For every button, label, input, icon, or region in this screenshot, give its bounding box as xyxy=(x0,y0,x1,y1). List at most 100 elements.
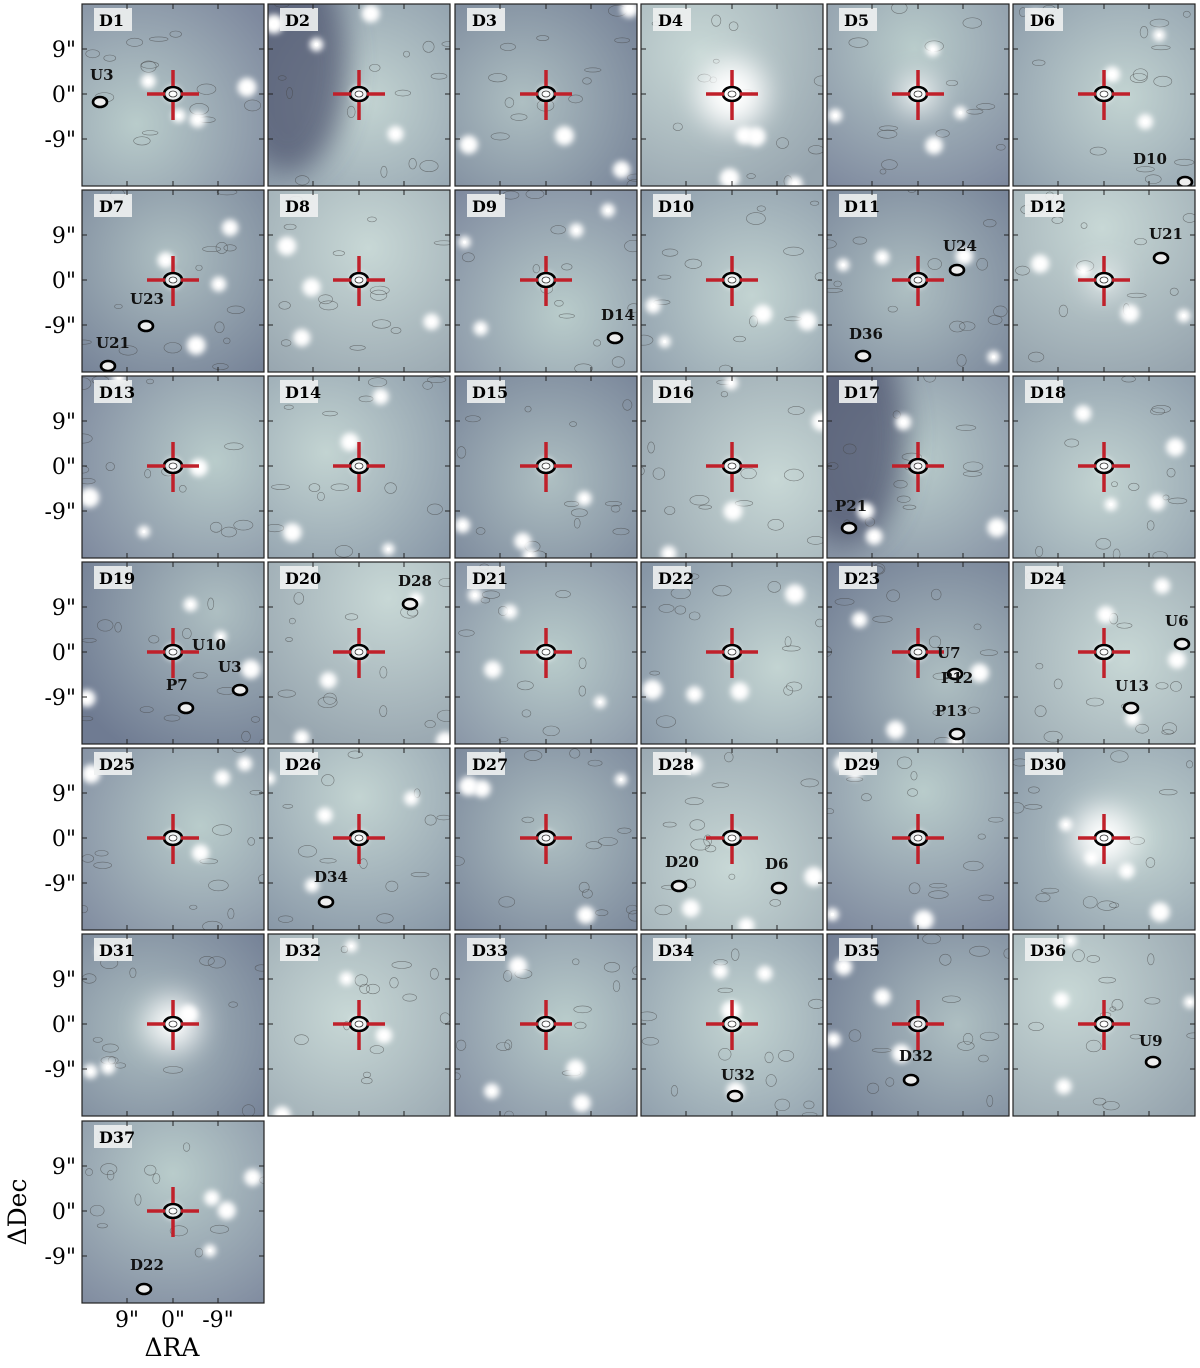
panel: D27 xyxy=(454,747,638,931)
star xyxy=(142,530,146,534)
source-annotation: U21 xyxy=(96,334,130,352)
star xyxy=(898,1050,905,1057)
companion-contour xyxy=(91,95,109,109)
source-contour-inner xyxy=(168,90,178,98)
noise-contour xyxy=(712,585,732,597)
panel-label: D30 xyxy=(1030,755,1066,774)
noise-contour xyxy=(1080,222,1088,229)
noise-contour xyxy=(96,1223,108,1229)
label-box xyxy=(467,8,505,31)
noise-contour xyxy=(282,803,294,809)
panel-frame xyxy=(640,747,824,931)
noise-contour xyxy=(293,592,305,605)
companion-contour xyxy=(1144,1055,1162,1069)
noise-contour xyxy=(929,883,948,889)
label-box xyxy=(94,1125,132,1148)
panel-image xyxy=(82,562,264,744)
source-glow xyxy=(538,830,554,846)
noise-contour xyxy=(1085,1039,1102,1053)
noise-contour xyxy=(728,21,739,31)
star xyxy=(582,496,587,501)
source-annotation: U7 xyxy=(937,644,961,662)
panel-label: D5 xyxy=(844,11,869,30)
label-box xyxy=(467,938,505,961)
noise-contour xyxy=(774,1098,791,1111)
source-glow xyxy=(724,86,740,102)
star xyxy=(463,240,467,244)
noise-contour xyxy=(288,617,296,625)
noise-contour xyxy=(886,589,900,602)
panel-frame xyxy=(81,933,265,1117)
source-glow xyxy=(910,830,926,846)
noise-contour xyxy=(717,987,734,993)
noise-contour xyxy=(603,962,621,973)
noise-contour xyxy=(767,581,781,593)
noise-contour xyxy=(1135,723,1149,734)
noise-contour xyxy=(962,1033,974,1045)
star xyxy=(146,78,151,84)
star xyxy=(1154,499,1160,505)
noise-contour xyxy=(1116,622,1133,629)
noise-contour xyxy=(202,920,223,930)
noise-contour xyxy=(574,1021,587,1030)
noise-contour xyxy=(365,983,380,995)
noise-contour xyxy=(1092,1097,1107,1106)
noise-contour xyxy=(1112,548,1121,558)
panel-label: D2 xyxy=(285,11,310,30)
noise-contour xyxy=(141,130,159,136)
noise-contour xyxy=(814,272,823,282)
star xyxy=(976,669,983,677)
star xyxy=(507,609,513,614)
star xyxy=(489,1088,495,1094)
label-box xyxy=(94,8,132,31)
panel: D22 D37 xyxy=(81,1120,265,1304)
noise-contour xyxy=(973,623,982,631)
star-glow xyxy=(268,772,276,785)
star xyxy=(299,735,305,741)
noise-contour xyxy=(711,14,722,27)
noise-contour xyxy=(584,67,602,73)
noise-contour xyxy=(308,483,321,493)
panel: D13 xyxy=(81,375,265,559)
noise-contour xyxy=(614,37,630,44)
label-box xyxy=(94,194,132,217)
source-contour-inner xyxy=(727,276,737,284)
noise-contour xyxy=(133,136,151,146)
noise-contour xyxy=(427,503,443,515)
panel-image xyxy=(82,4,264,186)
noise-contour xyxy=(558,313,575,319)
noise-contour xyxy=(100,1163,118,1176)
noise-contour xyxy=(1129,73,1148,83)
source-contour-inner xyxy=(727,648,737,656)
noise-contour xyxy=(1111,999,1124,1011)
noise-contour xyxy=(569,421,578,427)
source-annotation: U3 xyxy=(218,658,242,676)
noise-contour xyxy=(979,649,998,656)
noise-contour xyxy=(516,680,534,691)
noise-contour xyxy=(1166,467,1176,478)
noise-contour xyxy=(1147,953,1155,966)
noise-contour xyxy=(578,657,587,669)
noise-contour xyxy=(896,495,911,503)
source-glow xyxy=(910,272,926,288)
noise-contour xyxy=(827,288,843,293)
star xyxy=(741,132,748,139)
noise-contour xyxy=(322,410,338,417)
noise-contour xyxy=(658,604,675,613)
panel-frame xyxy=(454,375,638,559)
star xyxy=(792,181,798,186)
noise-contour xyxy=(385,880,399,892)
noise-contour xyxy=(436,814,450,821)
star xyxy=(283,242,290,250)
panel-label: D34 xyxy=(658,941,694,960)
panel-image xyxy=(455,190,637,372)
noise-contour xyxy=(703,834,713,847)
panel-frame xyxy=(454,933,638,1117)
noise-contour xyxy=(573,518,581,529)
star xyxy=(188,602,193,607)
panel-label: D32 xyxy=(285,941,321,960)
companion-contour xyxy=(902,1073,920,1087)
star xyxy=(209,1195,215,1201)
panel-label: D3 xyxy=(472,11,497,30)
star xyxy=(465,141,472,148)
